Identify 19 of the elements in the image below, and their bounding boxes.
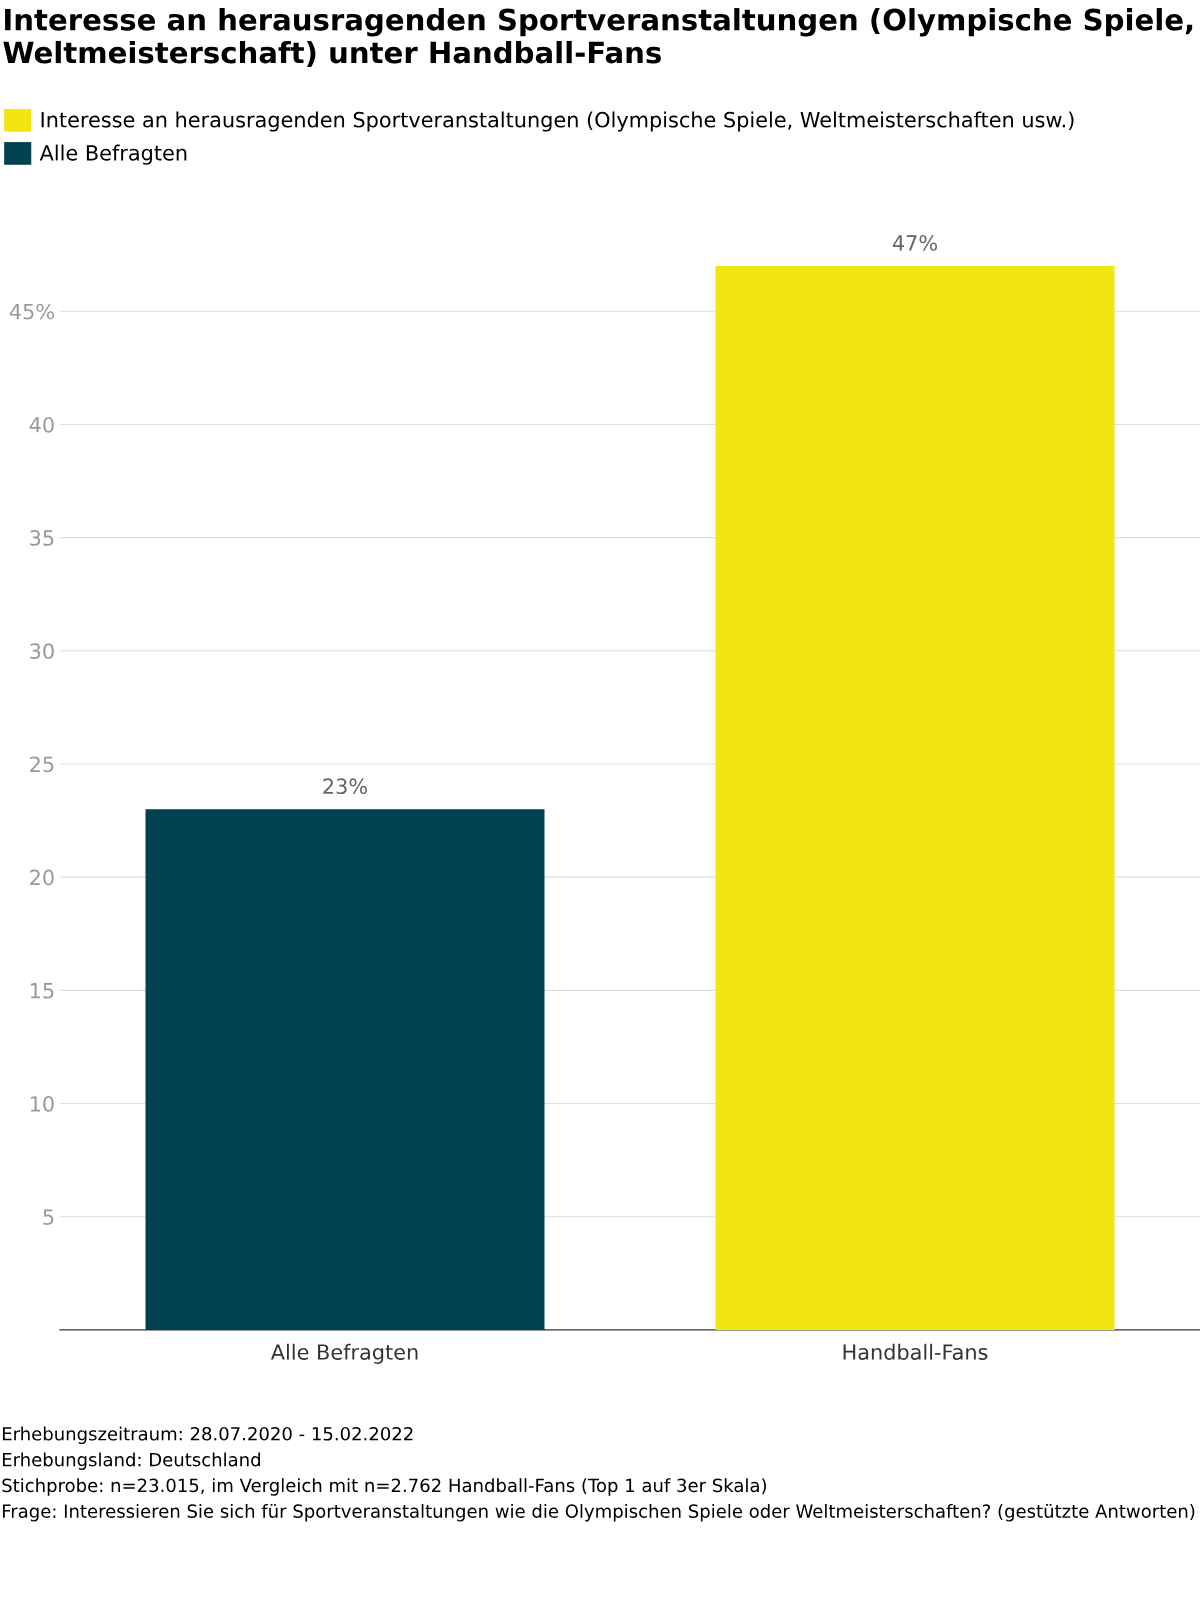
y-tick-label: 40 <box>29 416 54 433</box>
text: Erhebungszeitraum: 28.07.2020 - 15.02.2022 <box>2 1426 413 1445</box>
y-tick-label: 25 <box>30 756 54 773</box>
y-tick-label: 20 <box>30 869 54 886</box>
text: Frage: Interessieren Sie sich für Sportveranstaltungen wie die Olympischen Spiele oder Weltmeisterschaften? (gestützte Antworten) <box>2 1504 1195 1522</box>
y-tick-label: 30 <box>30 643 54 660</box>
legend-label: Interesse an herausragenden Sportveranstaltungen (Olympische Spiele, Weltmeisterschaften usw.) <box>41 111 1074 132</box>
y-tick-label: 15 <box>30 983 54 999</box>
y-tick-label: 45% <box>9 303 54 320</box>
text: Stichprobe: n=23.015, im Vergleich mit n=2.762 Handball-Fans (Top 1 auf 3er Skala) <box>2 1478 767 1496</box>
chart-title: Interesse an herausragenden Sportveranstaltungen (Olympische Spiele, Weltmeisterschaft) unter Handball-Fans <box>3 8 1193 67</box>
legend-label: Alle Befragten <box>39 144 187 165</box>
y-tick-label: 10 <box>30 1095 54 1112</box>
x-tick-label: Handball-Fans <box>843 1343 988 1360</box>
data-label: 47% <box>892 235 937 251</box>
data-label: 23% <box>323 778 367 795</box>
y-tick-label: 5 <box>43 1209 54 1225</box>
text: Erhebungsland: Deutschland <box>2 1452 260 1470</box>
y-tick-label: 35 <box>30 530 54 546</box>
